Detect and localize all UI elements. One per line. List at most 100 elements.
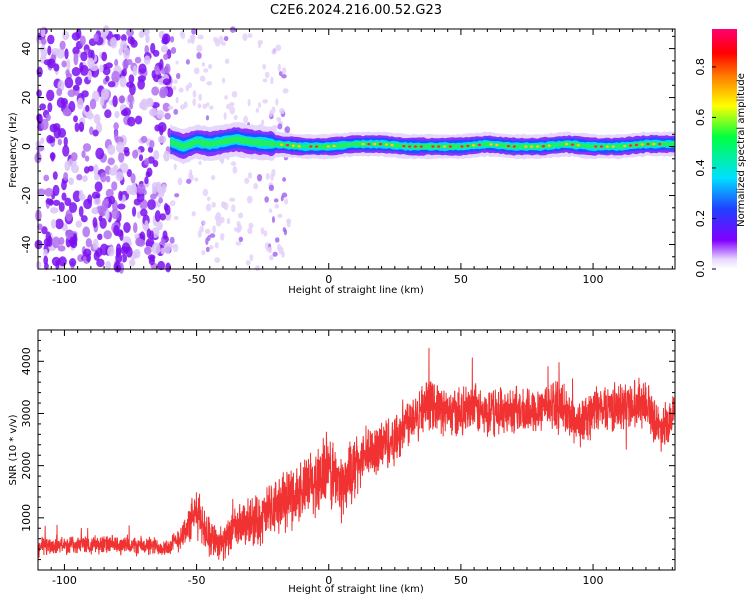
noise-dot <box>160 45 169 53</box>
noise-dot <box>192 90 197 98</box>
noise-dot <box>83 198 93 210</box>
noise-dot <box>149 255 155 263</box>
noise-dot <box>172 85 177 91</box>
noise-dot <box>56 97 66 108</box>
noise-dot <box>263 230 268 237</box>
ridge-peak <box>599 145 604 148</box>
noise-dot <box>214 257 221 263</box>
noise-dot <box>78 189 84 200</box>
noise-dot <box>260 227 265 235</box>
spectrogram-y-tick-label: 20 <box>20 91 33 105</box>
noise-dot <box>128 259 136 267</box>
noise-dot <box>150 193 157 200</box>
noise-dot <box>100 88 110 100</box>
ridge-peak <box>326 145 330 148</box>
noise-dot <box>157 260 166 271</box>
spectrogram-y-tick-label: 0 <box>20 143 33 150</box>
noise-dot <box>277 213 283 218</box>
noise-dot <box>175 96 179 104</box>
noise-dot <box>94 173 100 181</box>
noise-dot <box>281 67 287 75</box>
noise-dot <box>189 169 193 176</box>
spectrogram-y-tick-label: 40 <box>20 42 33 56</box>
noise-dot <box>238 236 244 243</box>
noise-dot <box>247 227 253 235</box>
noise-dot <box>268 184 275 192</box>
noise-dot <box>107 157 115 166</box>
noise-dot <box>170 35 175 43</box>
noise-dot <box>126 168 132 178</box>
noise-dot <box>87 57 95 69</box>
snr-x-tick-label: -50 <box>188 574 206 587</box>
noise-dot <box>110 37 118 49</box>
noise-dot <box>145 171 151 178</box>
noise-dot <box>208 245 214 250</box>
noise-dot <box>52 199 61 207</box>
noise-dot <box>120 40 128 51</box>
noise-dot <box>118 95 126 104</box>
noise-dot <box>36 89 42 98</box>
snr-y-label: SNR (10 * v/v) <box>8 414 19 485</box>
noise-dot <box>73 53 79 66</box>
noise-dot <box>40 38 47 45</box>
noise-dot <box>247 98 251 107</box>
noise-dot <box>159 58 164 71</box>
noise-dot <box>199 75 206 82</box>
noise-dot <box>275 98 279 106</box>
noise-dot <box>64 77 74 89</box>
noise-dot <box>139 101 146 110</box>
ridge-peak <box>402 144 406 148</box>
noise-dot <box>70 240 78 249</box>
noise-dot <box>132 149 139 159</box>
snr-x-tick-label: 50 <box>454 574 468 587</box>
noise-dot <box>247 172 253 179</box>
noise-dot <box>73 115 78 123</box>
noise-dot <box>226 103 231 110</box>
noise-dot <box>144 220 149 231</box>
noise-dot <box>202 188 209 197</box>
noise-dot <box>205 115 210 121</box>
ridge-peak <box>646 142 650 146</box>
noise-dot <box>223 112 227 120</box>
noise-dot <box>174 193 180 198</box>
noise-dot <box>129 102 134 110</box>
noise-dot <box>36 145 45 152</box>
ridge-peak <box>373 142 377 146</box>
noise-dot <box>159 86 169 97</box>
noise-dot <box>140 135 148 143</box>
noise-dot <box>205 246 210 253</box>
noise-dot <box>45 113 51 122</box>
noise-dot <box>274 203 280 209</box>
ridge-peak <box>419 145 423 148</box>
noise-dot <box>50 218 57 229</box>
snr-x-tick-label: -100 <box>52 574 77 587</box>
noise-dot <box>222 77 226 84</box>
noise-dot <box>126 184 134 195</box>
ridge-peak <box>565 142 569 146</box>
noise-dot <box>193 67 200 75</box>
noise-dot <box>74 122 80 133</box>
noise-dot <box>40 118 49 131</box>
noise-dot <box>191 28 197 35</box>
noise-dot <box>203 68 209 73</box>
noise-dot <box>156 221 163 231</box>
noise-dot <box>89 126 94 135</box>
noise-dot <box>197 103 202 109</box>
noise-dot <box>105 188 114 198</box>
noise-dot <box>133 248 141 259</box>
ridge-peak <box>628 144 633 147</box>
noise-dot <box>76 97 84 110</box>
noise-dot <box>121 242 131 253</box>
noise-dot <box>138 154 144 162</box>
ridge-peak <box>535 145 540 148</box>
noise-dot <box>103 230 112 240</box>
ridge-peak <box>541 145 545 148</box>
noise-dot <box>243 115 249 124</box>
noise-dot <box>43 174 50 182</box>
noise-dot <box>122 59 129 70</box>
noise-dot <box>59 40 66 50</box>
ridge-peak <box>570 143 575 146</box>
noise-dot <box>112 164 119 174</box>
noise-dot <box>115 171 124 182</box>
noise-dot <box>156 110 165 119</box>
